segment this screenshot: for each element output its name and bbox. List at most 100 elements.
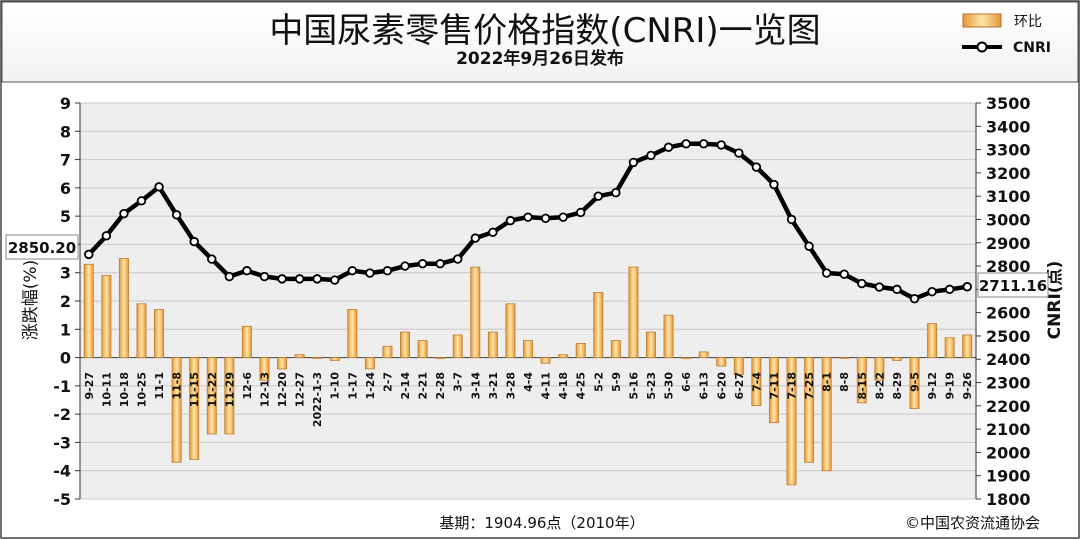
cnri-point-2022-1-3 xyxy=(312,274,322,284)
cnri-line-series xyxy=(84,139,972,304)
x-tick-label: 7-11 xyxy=(768,372,781,400)
y-right-tick-label: 2600 xyxy=(986,304,1031,323)
x-tick-label: 11-22 xyxy=(206,372,219,407)
x-tick-label: 2-21 xyxy=(417,372,430,400)
start-value-callout: 2850.20 xyxy=(5,234,79,260)
y-right-tick-label: 1900 xyxy=(986,467,1031,486)
bar-4-11 xyxy=(540,357,551,364)
x-tick-label: 2-7 xyxy=(381,372,394,392)
bar-10-18 xyxy=(118,258,129,358)
x-tick-label: 4-11 xyxy=(540,372,553,400)
x-tick-label: 8-15 xyxy=(856,372,869,400)
bar-9-12 xyxy=(927,323,938,358)
bar-4-18 xyxy=(558,354,569,358)
x-tick-label: 8-22 xyxy=(873,372,886,400)
cnri-point-9-19 xyxy=(944,284,955,295)
bar-11-15 xyxy=(189,357,200,460)
x-tick-label: 12-13 xyxy=(258,372,271,407)
cnri-point-9-26 xyxy=(962,282,972,292)
cnri-point-8-22 xyxy=(874,282,885,292)
y-left-tick-label: -4 xyxy=(53,462,71,481)
x-tick-label: 6-20 xyxy=(715,372,728,400)
y-right-tick-label: 2100 xyxy=(986,420,1031,439)
x-tick-label: 8-29 xyxy=(891,372,904,400)
bar-5-2 xyxy=(593,292,604,358)
bar-8-15 xyxy=(856,357,867,404)
y-left-tick-label: 1 xyxy=(60,320,71,339)
x-tick-label: 9-27 xyxy=(83,372,96,400)
y-left-tick-label: 0 xyxy=(60,349,71,368)
x-tick-label: 3-28 xyxy=(504,372,517,400)
bar-7-11 xyxy=(768,357,779,424)
bar-10-11 xyxy=(101,275,112,358)
cnri-point-9-5 xyxy=(909,293,920,304)
x-tick-label: 4-18 xyxy=(557,372,570,400)
cnri-point-4-18 xyxy=(558,212,568,222)
y-right-tick-label: 2500 xyxy=(986,327,1031,346)
bar-10-25 xyxy=(136,303,147,358)
y-left-tick-label: 5 xyxy=(60,207,71,226)
bar-7-18 xyxy=(786,357,797,486)
x-tick-label: 2-14 xyxy=(399,372,412,400)
cnri-point-8-1 xyxy=(821,268,832,278)
x-tick-label: 12-27 xyxy=(294,372,307,407)
y-axis-left: -5-4-3-2-10123456789 xyxy=(53,94,81,509)
y-right-tick-label: 2300 xyxy=(986,374,1031,393)
y-right-tick-label: 3500 xyxy=(986,94,1031,113)
x-tick-label: 1-24 xyxy=(364,372,377,400)
legend-line-marker xyxy=(976,41,988,53)
bar-8-1 xyxy=(821,357,832,472)
cnri-point-5-23 xyxy=(646,150,656,161)
cnri-point-8-29 xyxy=(892,284,902,295)
x-tick-label: 5-9 xyxy=(610,372,623,392)
bar-12-6 xyxy=(241,326,252,358)
x-tick-label: 7-4 xyxy=(750,372,763,392)
x-tick-label: 11-15 xyxy=(188,372,201,407)
x-axis-labels: 9-27 10-11 10-18 10-25 11-1 11-8 11-15 11-22 11-… xyxy=(83,372,974,427)
y-left-tick-label: 2 xyxy=(60,292,71,311)
x-tick-label: 10-18 xyxy=(118,372,131,407)
bar-11-22 xyxy=(206,357,217,435)
cnri-point-2-28 xyxy=(435,259,445,269)
x-tick-label: 2022-1-3 xyxy=(311,372,324,427)
y-right-tick-label: 3000 xyxy=(986,210,1031,229)
y-left-tick-label: 3 xyxy=(60,264,71,283)
y-left-tick-label: -5 xyxy=(53,490,71,509)
bar-12-27 xyxy=(294,354,305,358)
bar-11-8 xyxy=(171,357,182,463)
cnri-point-9-12 xyxy=(927,286,937,297)
x-tick-label: 12-6 xyxy=(241,372,254,400)
y-right-tick-label: 1800 xyxy=(986,490,1031,509)
bar-3-28 xyxy=(505,303,516,358)
bar-5-23 xyxy=(646,331,656,358)
bar-12-20 xyxy=(277,357,288,370)
legend: 环比 CNRI xyxy=(962,13,1051,56)
cnri-point-5-16 xyxy=(628,157,639,168)
bar-6-20 xyxy=(716,357,727,367)
cnri-point-3-21 xyxy=(488,227,498,237)
bar-series xyxy=(83,258,973,486)
cnri-point-10-18 xyxy=(119,208,129,219)
bar-8-8 xyxy=(839,357,850,359)
cnri-point-8-8 xyxy=(839,269,849,279)
bar-3-7 xyxy=(452,334,463,358)
x-tick-label: 1-10 xyxy=(329,372,342,400)
bar-5-16 xyxy=(628,266,639,358)
cnri-point-12-6 xyxy=(242,266,252,276)
x-tick-label: 5-2 xyxy=(592,372,605,392)
bar-11-29 xyxy=(224,357,235,435)
x-tick-label: 12-20 xyxy=(276,372,289,408)
bar-6-27 xyxy=(733,357,744,375)
y-right-tick-label: 3400 xyxy=(986,117,1031,136)
bar-11-1 xyxy=(154,309,165,358)
bar-6-13 xyxy=(698,351,709,358)
bar-8-22 xyxy=(874,357,885,381)
legend-bar-swatch xyxy=(962,13,1002,28)
bar-5-30 xyxy=(663,314,674,358)
y-left-tick-label: 8 xyxy=(60,122,71,141)
x-tick-label: 6-27 xyxy=(733,372,746,400)
cnri-point-2-21 xyxy=(417,259,428,269)
x-tick-label: 8-8 xyxy=(838,372,851,392)
bar-5-9 xyxy=(610,340,621,358)
